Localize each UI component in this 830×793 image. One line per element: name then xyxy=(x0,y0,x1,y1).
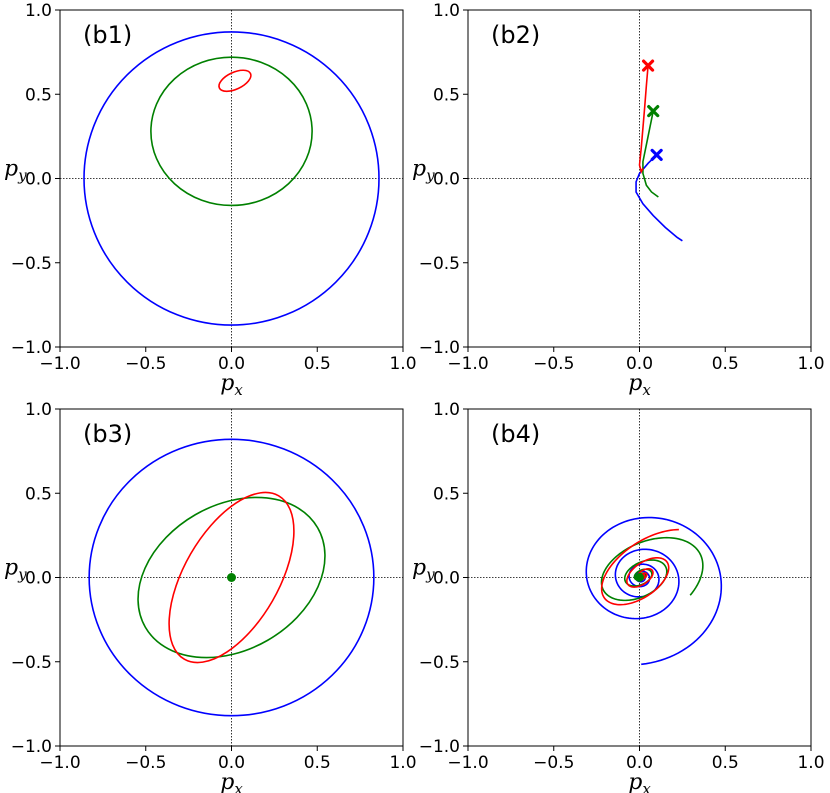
panel-2-xtick-label: 0.5 xyxy=(712,354,739,374)
panel-3-ytick-label: 1.0 xyxy=(25,400,52,420)
panel-4-ytick-label: 0.5 xyxy=(433,484,460,504)
panel-3-ytick-label: 0.0 xyxy=(25,569,52,589)
panel-1-xlabel: px xyxy=(220,371,243,399)
panel-1-ytick-label: −0.5 xyxy=(11,254,52,274)
panel-1-series-green xyxy=(150,56,313,207)
panel-3-xlabel-main: p xyxy=(220,770,234,793)
panel-3-ylabel: py xyxy=(4,556,27,584)
panel-4-xtick-label: 1.0 xyxy=(797,753,824,773)
panel-2-series-red xyxy=(638,65,649,175)
panel-1-data xyxy=(83,31,380,326)
panel-2-xtick-label: −1.0 xyxy=(447,354,488,374)
panel-3-data xyxy=(88,438,375,717)
panel-4-xtick-label: 0.5 xyxy=(712,753,739,773)
panel-2: −1.0−1.0−0.5−0.50.00.00.50.51.01.0(b2)px… xyxy=(412,1,825,399)
panel-1-ytick-label: −1.0 xyxy=(11,338,52,358)
panel-1-xtick-label: −1.0 xyxy=(39,354,80,374)
panel-3-ylabel-main: p xyxy=(4,556,18,581)
panel-4-ytick-label: −0.5 xyxy=(419,653,460,673)
panel-1-ytick-label: 1.0 xyxy=(25,1,52,21)
panel-2-ylabel-sub: y xyxy=(425,167,435,185)
panel-4-series-red xyxy=(600,528,679,606)
panel-2-xtick-label: 0.0 xyxy=(626,354,653,374)
panel-4-data xyxy=(585,516,723,666)
panel-4-xlabel-main: p xyxy=(628,770,642,793)
panel-3-ytick-label: −1.0 xyxy=(11,737,52,757)
panel-3-xtick-label: −1.0 xyxy=(39,753,80,773)
panel-2-series-blue xyxy=(635,154,683,242)
panel-3: −1.0−1.0−0.5−0.50.00.00.50.51.01.0(b3)px… xyxy=(4,400,417,793)
panel-2-ylabel-main: p xyxy=(412,157,426,182)
panel-3-panel-label: (b3) xyxy=(83,420,132,448)
panel-3-ytick-label: 0.5 xyxy=(25,484,52,504)
panel-2-series-green-start-marker xyxy=(647,105,660,118)
panel-4-series-blue xyxy=(585,516,723,666)
panel-1-ylabel-sub: y xyxy=(17,167,27,185)
panel-2-series-green xyxy=(642,110,659,198)
panel-4-xlabel-sub: x xyxy=(642,780,651,793)
panel-3-xtick-label: 0.5 xyxy=(304,753,331,773)
panel-4-panel-label: (b4) xyxy=(491,420,540,448)
panel-4-ylabel-main: p xyxy=(412,556,426,581)
panel-1-ytick-label: 0.5 xyxy=(25,85,52,105)
panel-3-series-blue xyxy=(88,438,375,717)
panel-1-ylabel-main: p xyxy=(4,157,18,182)
panel-1-xlabel-sub: x xyxy=(234,381,243,399)
panel-4-xtick-label: −1.0 xyxy=(447,753,488,773)
panel-1-ylabel: py xyxy=(4,157,27,185)
panel-2-series-blue-start-marker xyxy=(650,148,663,162)
panel-1-xtick-label: −0.5 xyxy=(125,354,166,374)
panel-3-xtick-label: 1.0 xyxy=(389,753,416,773)
panel-2-xlabel: px xyxy=(628,371,651,399)
panel-3-series-green xyxy=(137,496,326,659)
panel-2-ytick-label: −1.0 xyxy=(419,338,460,358)
panel-3-series-red xyxy=(168,491,295,664)
panel-4-ylabel: py xyxy=(412,556,435,584)
panel-2-xlabel-main: p xyxy=(628,371,642,396)
panel-2-xtick-label: 1.0 xyxy=(797,354,824,374)
panel-4: −1.0−1.0−0.5−0.50.00.00.50.51.01.0(b4)px… xyxy=(412,400,825,793)
panel-1-xtick-label: 0.0 xyxy=(218,354,245,374)
panel-2-xlabel-sub: x xyxy=(642,381,651,399)
panel-3-xtick-label: 0.0 xyxy=(218,753,245,773)
panel-3-xlabel: px xyxy=(220,770,243,793)
panel-1-ytick-label: 0.0 xyxy=(25,170,52,190)
panel-4-xtick-label: −0.5 xyxy=(533,753,574,773)
panel-4-xtick-label: 0.0 xyxy=(626,753,653,773)
panel-1-xtick-label: 0.5 xyxy=(304,354,331,374)
panel-3-xlabel-sub: x xyxy=(234,780,243,793)
panel-1-xlabel-main: p xyxy=(220,371,234,396)
panel-4-ytick-label: 0.0 xyxy=(433,569,460,589)
panel-1-panel-label: (b1) xyxy=(83,21,132,49)
panel-4-ylabel-sub: y xyxy=(425,566,435,584)
panel-1: −1.0−1.0−0.5−0.50.00.00.50.51.01.0(b1)px… xyxy=(4,1,417,399)
panel-1-xtick-label: 1.0 xyxy=(389,354,416,374)
panel-2-ytick-label: 0.0 xyxy=(433,170,460,190)
panel-4-ytick-label: 1.0 xyxy=(433,400,460,420)
panel-3-ytick-label: −0.5 xyxy=(11,653,52,673)
panel-4-series-green-center xyxy=(635,573,644,582)
panel-3-ylabel-sub: y xyxy=(17,566,27,584)
panel-2-ytick-label: 0.5 xyxy=(433,85,460,105)
panel-4-xlabel: px xyxy=(628,770,651,793)
panel-3-xtick-label: −0.5 xyxy=(125,753,166,773)
panel-2-ytick-label: 1.0 xyxy=(433,1,460,21)
panel-1-series-red xyxy=(218,69,252,93)
panel-3-series-green-center xyxy=(227,573,236,582)
panel-2-xtick-label: −0.5 xyxy=(533,354,574,374)
panel-2-panel-label: (b2) xyxy=(491,21,540,49)
panel-2-series-red-start-marker xyxy=(641,59,655,72)
panel-2-ytick-label: −0.5 xyxy=(419,254,460,274)
panel-2-ylabel: py xyxy=(412,157,435,185)
panel-1-series-blue xyxy=(83,31,380,326)
panel-2-data xyxy=(635,59,683,242)
panel-4-ytick-label: −1.0 xyxy=(419,737,460,757)
